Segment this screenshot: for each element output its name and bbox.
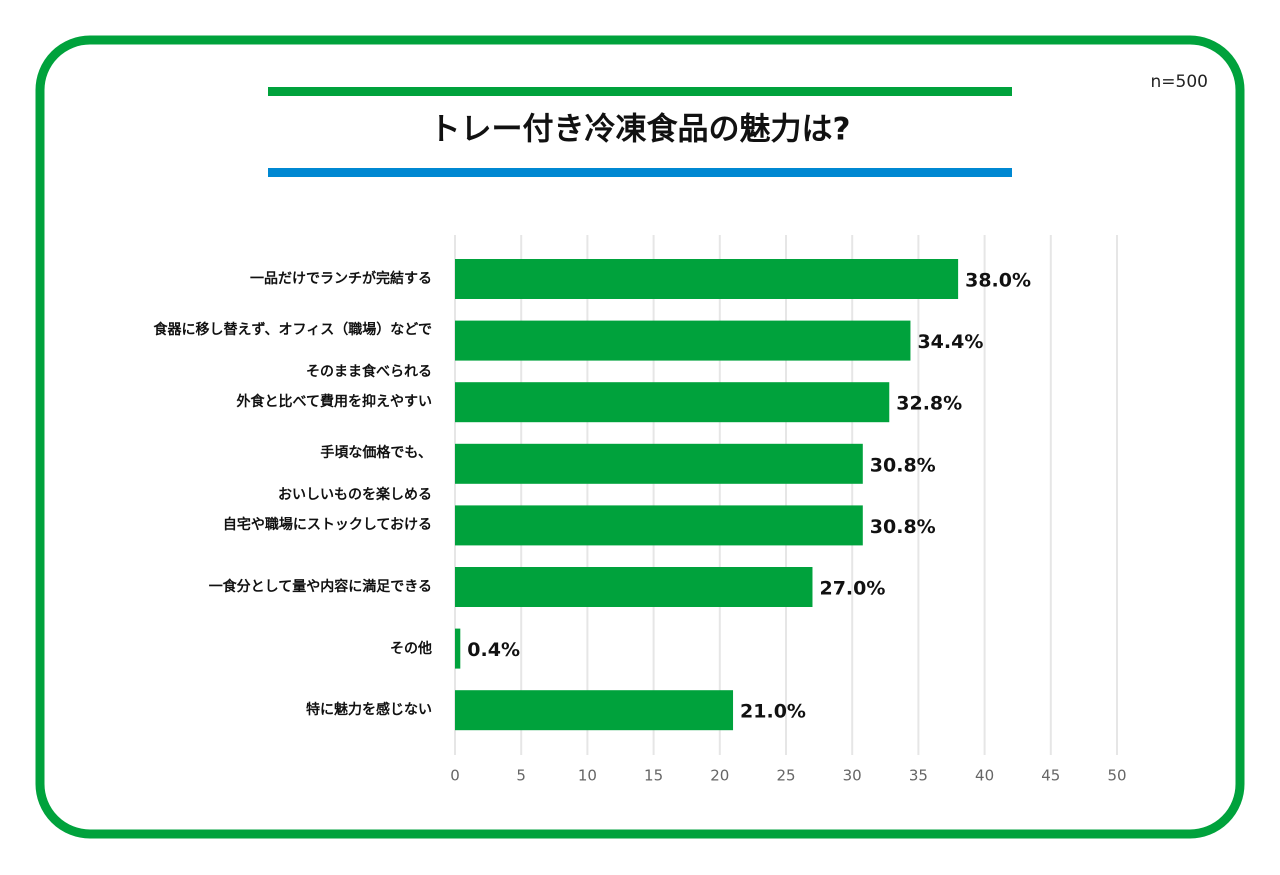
x-tick-label: 30	[843, 767, 862, 785]
title-rule-top	[268, 87, 1012, 96]
bar	[455, 690, 734, 731]
data-label: 32.8%	[896, 393, 962, 415]
x-tick-label: 0	[450, 767, 460, 785]
data-label: 38.0%	[965, 270, 1031, 292]
category-label: 一食分として量や内容に満足できる	[208, 579, 432, 595]
bar	[455, 259, 959, 299]
data-label: 34.4%	[917, 331, 983, 353]
chart-title: トレー付き冷凍食品の魅力は?	[430, 112, 851, 148]
category-label: 特に魅力を感じない	[306, 702, 432, 719]
x-tick-label: 50	[1107, 767, 1126, 785]
x-tick-label: 20	[710, 767, 729, 785]
category-label: 一品だけでランチが完結する	[250, 271, 432, 287]
data-label: 21.0%	[740, 701, 806, 723]
category-label: 食器に移し替えず、オフィス（職場）などで そのまま食べられる	[153, 321, 432, 380]
bar	[455, 443, 863, 484]
x-tick-label: 25	[776, 767, 795, 785]
title-rule-bottom	[268, 168, 1012, 177]
x-tick-label: 10	[578, 767, 597, 785]
category-label: 自宅や職場にストックしておける	[222, 517, 432, 534]
frame	[35, 35, 1245, 839]
x-tick-label: 45	[1041, 767, 1060, 785]
x-tick-label: 35	[909, 767, 928, 785]
data-label: 0.4%	[467, 639, 520, 661]
bar	[455, 628, 461, 669]
x-tick-label: 40	[975, 767, 994, 785]
x-tick-label: 5	[516, 767, 526, 785]
category-label: 手頃な価格でも、 おいしいものを楽しめる	[278, 444, 432, 503]
data-label: 30.8%	[870, 454, 936, 476]
bar	[455, 505, 863, 546]
bar	[455, 567, 813, 607]
x-tick-label: 15	[644, 767, 663, 785]
category-label: その他	[390, 640, 432, 657]
bar	[455, 320, 911, 361]
data-label: 27.0%	[819, 578, 885, 600]
sample-size: n=500	[1151, 72, 1208, 92]
category-label: 外食と比べて費用を抑えやすい	[236, 394, 432, 411]
bar	[455, 382, 890, 423]
data-label: 30.8%	[870, 516, 936, 538]
